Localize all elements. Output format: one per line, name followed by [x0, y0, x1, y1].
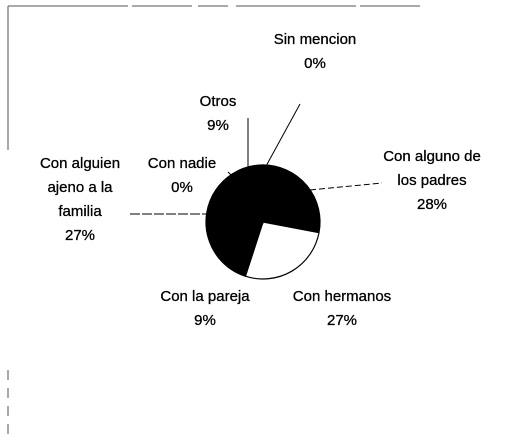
category-name: Con alguno de los padres — [383, 148, 481, 189]
value-label: 0% — [304, 55, 326, 72]
value-label: 27% — [64, 227, 96, 244]
pie-slice — [205, 173, 264, 260]
slice-label: Otros 9% — [188, 90, 248, 138]
value-label: 9% — [207, 117, 229, 134]
category-name: Con hermanos — [292, 288, 392, 305]
value-label: 9% — [194, 312, 216, 329]
slice-label: Con la pareja 9% — [160, 285, 250, 333]
pie-slice — [231, 164, 264, 225]
pie-slice — [244, 221, 320, 280]
pie-slice — [262, 164, 321, 234]
slice-label: Con hermanos 27% — [287, 285, 397, 333]
category-name: Con nadie — [147, 155, 217, 172]
slice-label: Con alguien ajeno a la familia 27% — [25, 152, 135, 248]
category-name: Otros — [199, 93, 237, 110]
category-name: Sin mencion — [273, 31, 357, 48]
value-label: 27% — [326, 312, 358, 329]
slice-label: Con alguno de los padres 28% — [377, 145, 487, 217]
slice-label: Sin mencion 0% — [270, 28, 360, 76]
leader-line — [309, 182, 383, 191]
value-label: 28% — [416, 196, 448, 213]
value-label: 0% — [171, 179, 193, 196]
category-name: Con alguien ajeno a la familia — [39, 155, 121, 220]
slice-label: Con nadie 0% — [132, 152, 232, 200]
category-name: Con la pareja — [160, 288, 250, 305]
leader-line — [264, 103, 301, 169]
